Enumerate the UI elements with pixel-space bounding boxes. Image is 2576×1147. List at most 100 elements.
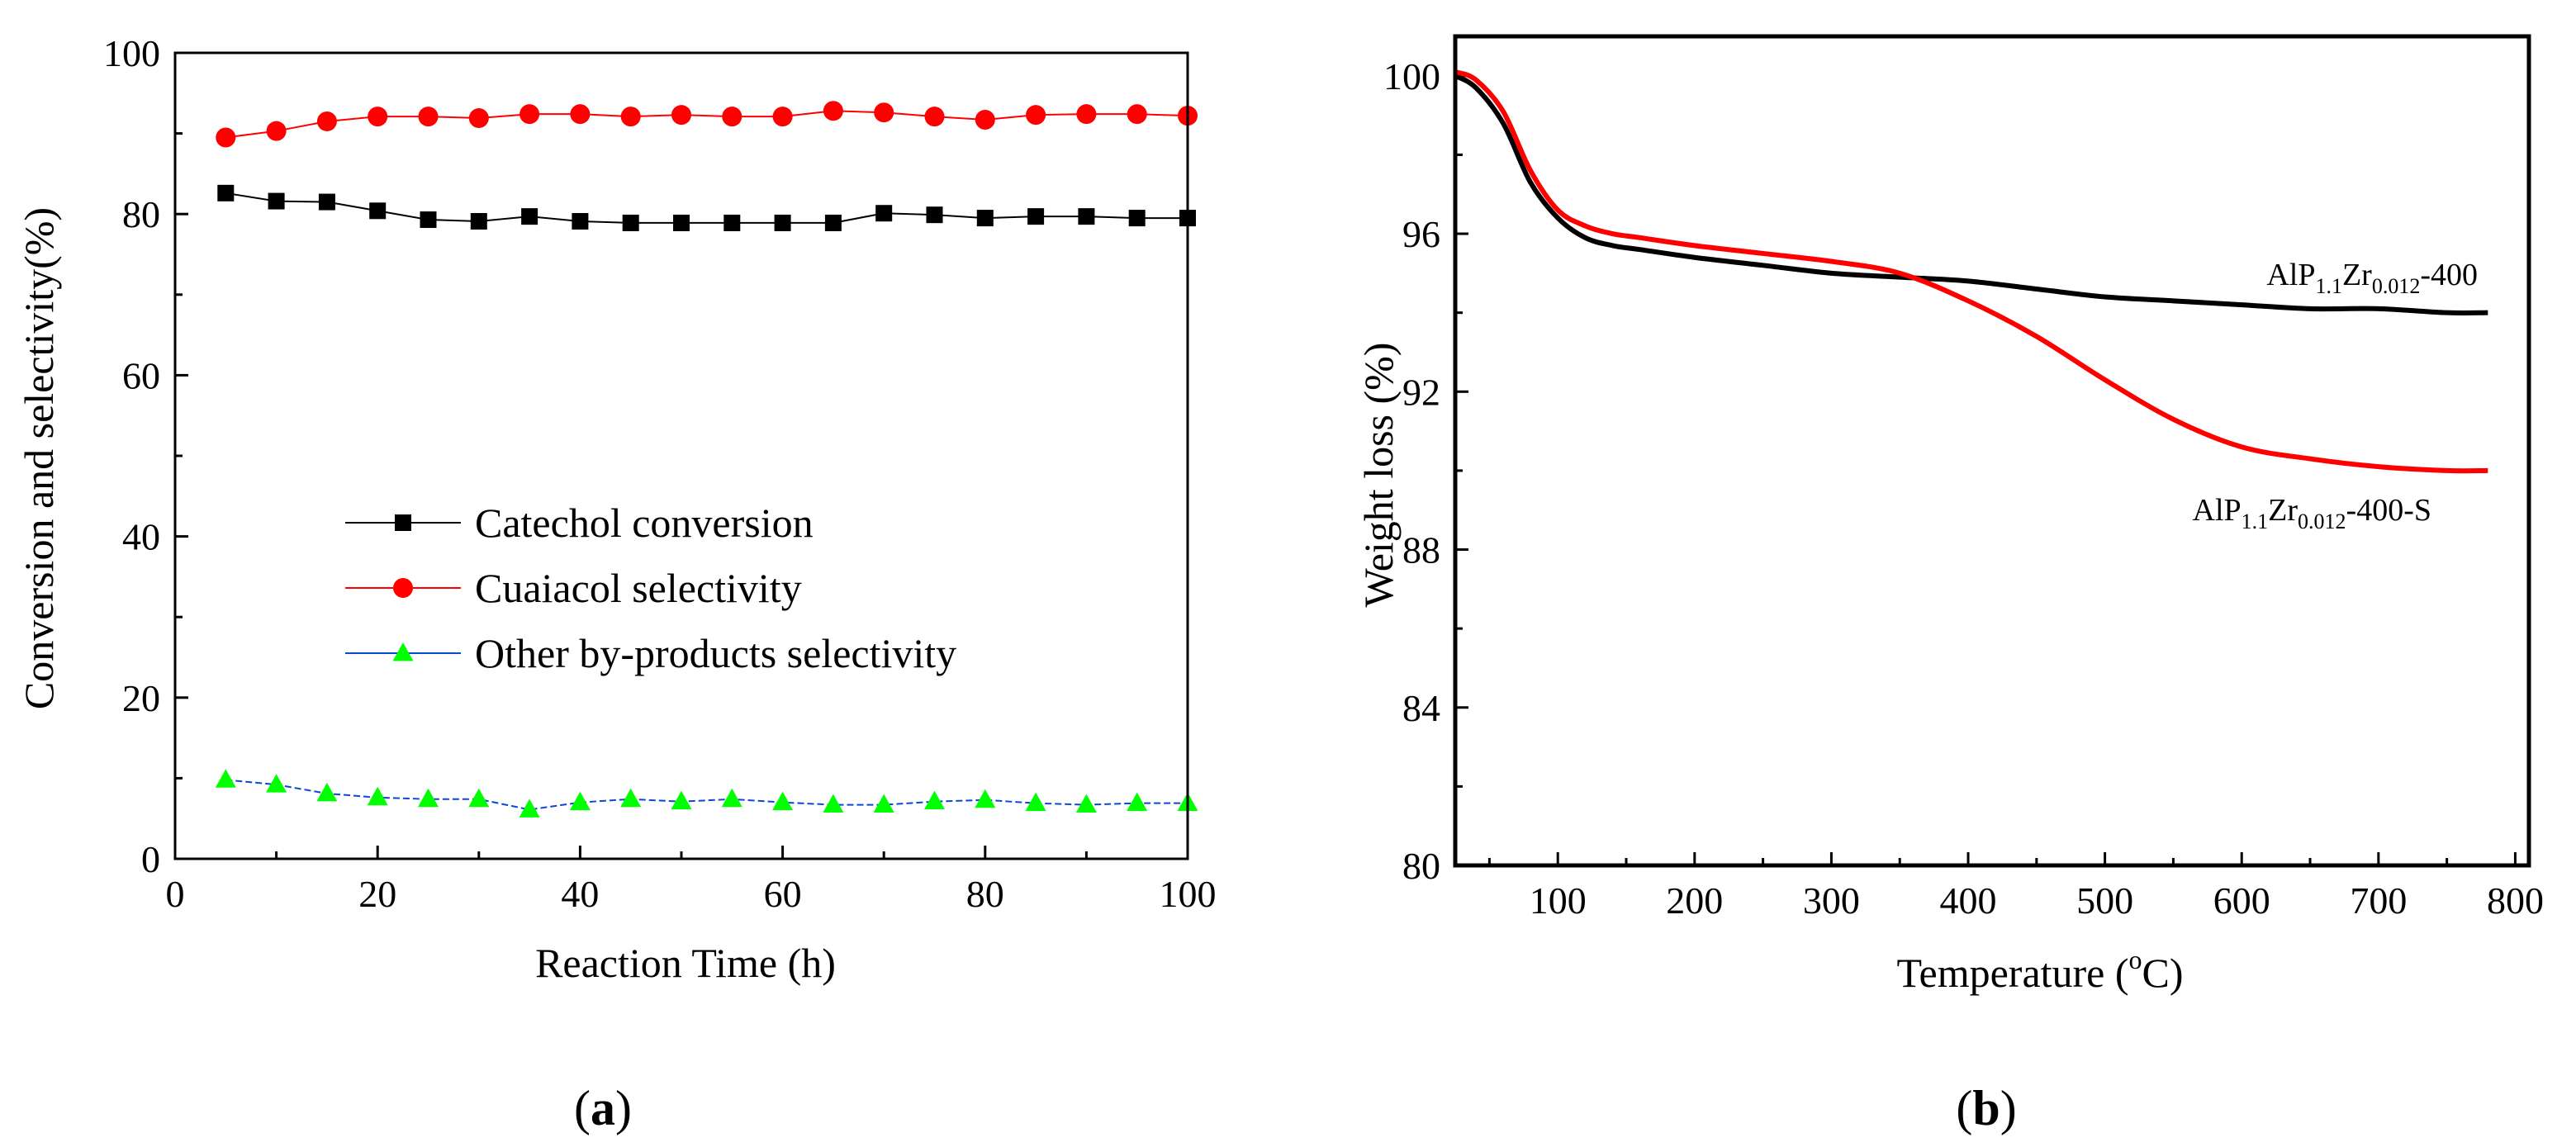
a-series-2-point-3	[367, 786, 388, 806]
annot-2-sub-1: 1.1	[2242, 510, 2269, 533]
chart-a-series	[215, 101, 1198, 818]
a-series-2-point-14	[924, 790, 945, 810]
chart-a-ticks	[173, 51, 1189, 860]
b-x-tick-label-0: 100	[1530, 879, 1587, 922]
a-series-0-point-11	[774, 214, 791, 231]
a-series-0-point-9	[673, 214, 690, 231]
a-series-2-point-9	[671, 790, 692, 810]
a-series-1-point-10	[722, 107, 742, 127]
a-series-2-point-12	[823, 794, 844, 813]
a-series-1-point-16	[1026, 105, 1046, 126]
a-y-tick-label-2: 40	[122, 516, 160, 558]
a-series-1-point-9	[671, 105, 691, 126]
chart-a-panel-letter: a	[591, 1081, 615, 1135]
b-y-tick-label-5: 100	[1383, 55, 1440, 97]
a-series-2-point-2	[316, 782, 338, 802]
annot-1-part-3: -400	[2420, 258, 2478, 292]
b-x-tick-label-2: 300	[1803, 879, 1860, 922]
a-series-1-point-14	[924, 107, 945, 127]
a-series-line-0	[225, 192, 1188, 224]
a-x-tick-label-1: 20	[358, 873, 396, 915]
annot-2-part-1: AlP	[2193, 493, 2242, 528]
chart-b-plot-frame	[1453, 34, 2531, 868]
a-series-0-point-2	[318, 193, 335, 211]
a-legend-marker-2	[392, 642, 414, 661]
chart-a-legend: Catechol conversion Cuaiacol selectivity O…	[345, 500, 956, 676]
a-series-1-point-13	[874, 102, 894, 123]
a-series-0-point-18	[1128, 210, 1146, 227]
a-series-0-point-5	[470, 212, 487, 230]
b-x-tick-label-4: 500	[2076, 879, 2133, 922]
a-x-tick-label-0: 0	[166, 873, 185, 915]
a-series-1-point-11	[772, 107, 793, 127]
a-series-1-point-7	[570, 104, 591, 125]
a-y-tick-label-5: 100	[103, 32, 160, 74]
chart-b-x-axis-title-part-1: Temperature (	[1896, 950, 2128, 996]
a-series-0-point-6	[521, 208, 538, 225]
a-series-1-point-15	[975, 110, 995, 130]
a-series-2-point-1	[266, 774, 287, 793]
a-series-0-point-17	[1078, 208, 1095, 225]
chart-b-x-axis-title-part-3: C)	[2142, 950, 2184, 996]
a-series-0-point-7	[572, 212, 589, 230]
chart-b-y-axis-title: Weight loss (%)	[1355, 343, 1402, 608]
a-series-1-point-5	[468, 108, 489, 129]
a-legend-label-1: Cuaiacol selectivity	[475, 565, 802, 611]
a-series-0-point-13	[875, 205, 893, 222]
b-x-tick-label-3: 400	[1940, 879, 1997, 922]
annot-2-part-3: -400-S	[2346, 493, 2431, 528]
a-series-2-point-13	[873, 794, 894, 813]
b-x-tick-label-7: 800	[2487, 879, 2544, 922]
annot-2-sub-2: 0.012	[2298, 510, 2346, 533]
annot-1-sub-1: 1.1	[2315, 274, 2342, 298]
annot-2-part-2: Zr	[2268, 493, 2298, 528]
a-series-2-point-11	[772, 791, 794, 811]
a-series-0-point-8	[622, 214, 639, 231]
a-series-line-2	[225, 779, 1188, 811]
a-series-0-point-16	[1027, 208, 1045, 225]
a-series-2-point-16	[1025, 792, 1046, 812]
chart-b-x-axis-title-degree: o	[2129, 945, 2142, 974]
a-series-2-point-4	[418, 788, 439, 808]
a-series-1-point-0	[216, 127, 236, 148]
b-y-tick-label-2: 88	[1402, 529, 1440, 571]
a-series-1-point-2	[316, 111, 337, 131]
a-series-2-point-8	[620, 788, 642, 808]
chart-b-annotation-red-series: AlP1.1Zr0.012-400-S	[2193, 493, 2431, 533]
a-x-tick-label-3: 60	[764, 873, 802, 915]
b-x-tick-label-1: 200	[1666, 879, 1723, 922]
a-series-2-point-15	[975, 789, 996, 808]
annot-1-sub-2: 0.012	[2372, 274, 2421, 298]
a-x-tick-label-2: 40	[561, 873, 599, 915]
a-legend-label-0: Catechol conversion	[475, 500, 814, 546]
chart-a-plot-frame	[173, 51, 1189, 860]
a-legend-label-2: Other by-products selectivity	[475, 630, 956, 676]
chart-b-annotation-black-series: AlP1.1Zr0.012-400	[2266, 258, 2478, 298]
a-series-1-point-1	[266, 121, 287, 141]
b-y-tick-label-4: 96	[1402, 213, 1440, 255]
a-series-0-point-3	[369, 202, 387, 220]
chart-a: 0 20 40 60 80 100 0 20 40 60 80 100 Reaction Time (…	[16, 32, 1217, 1135]
a-series-2-point-7	[569, 791, 591, 811]
a-y-tick-label-3: 60	[122, 354, 160, 396]
a-series-1-point-3	[368, 107, 388, 127]
a-series-0-point-0	[217, 184, 235, 201]
annot-1-part-2: Zr	[2342, 258, 2372, 292]
chart-b-series	[1454, 69, 2488, 474]
a-series-0-point-4	[420, 211, 437, 229]
chart-b-panel-letter: b	[1972, 1081, 2000, 1135]
a-series-1-point-8	[620, 107, 641, 127]
a-series-0-point-10	[723, 214, 741, 231]
a-series-2-point-6	[519, 799, 540, 818]
b-series-line-1	[1454, 69, 2488, 474]
a-series-2-point-18	[1127, 792, 1148, 812]
b-y-tick-label-0: 80	[1402, 845, 1440, 887]
b-x-tick-label-5: 600	[2213, 879, 2270, 922]
b-series-line-0	[1454, 73, 2488, 316]
chart-b-ticks	[1455, 74, 2517, 867]
chart-b-x-axis-title: Temperature (oC)	[1896, 945, 2183, 996]
a-series-1-point-17	[1076, 104, 1097, 125]
a-series-1-point-6	[519, 104, 540, 125]
a-series-0-point-15	[976, 210, 994, 227]
